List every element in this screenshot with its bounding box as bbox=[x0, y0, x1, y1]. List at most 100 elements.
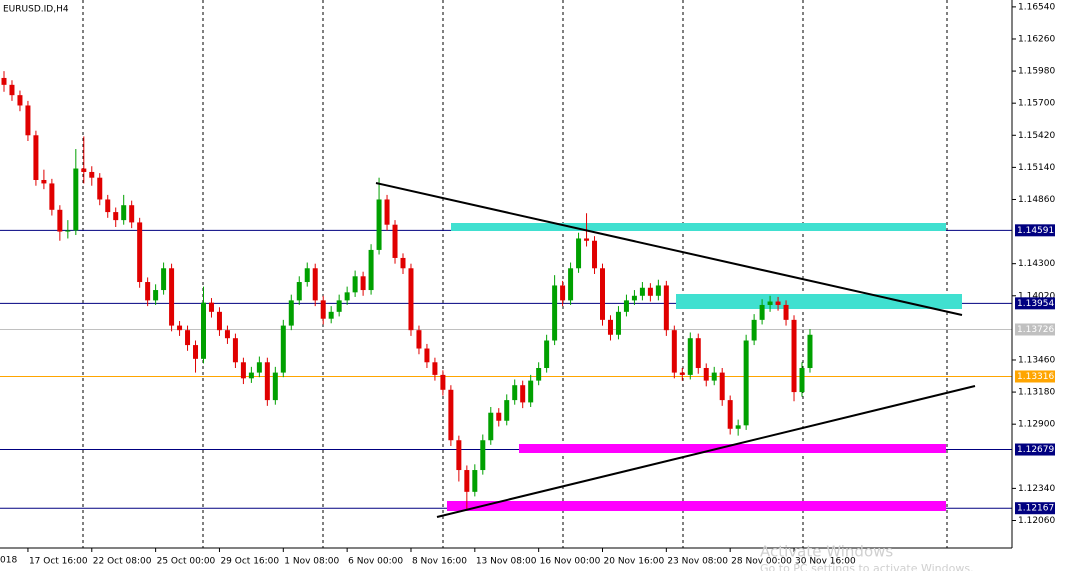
zone bbox=[519, 444, 946, 453]
candle-body bbox=[216, 311, 222, 331]
candle-body bbox=[799, 368, 805, 393]
candle-body bbox=[783, 304, 789, 320]
zone bbox=[451, 223, 946, 231]
candle-body bbox=[544, 340, 550, 369]
y-tick-label: 1.16540 bbox=[1018, 2, 1055, 12]
candle-body bbox=[352, 276, 358, 293]
watermark: Activate Windows bbox=[760, 543, 893, 561]
candle-body bbox=[288, 300, 294, 326]
candle-body bbox=[248, 372, 254, 379]
candle-body bbox=[695, 338, 701, 369]
candle-body bbox=[392, 224, 398, 258]
candle-body bbox=[137, 222, 143, 283]
candle-body bbox=[256, 362, 262, 373]
level-label: 1.13316 bbox=[1017, 372, 1054, 382]
candle-body bbox=[105, 199, 111, 213]
candle-body bbox=[560, 285, 566, 301]
candle-body bbox=[496, 412, 502, 421]
level-label: 1.13726 bbox=[1017, 325, 1054, 335]
y-tick-label: 1.16260 bbox=[1018, 34, 1055, 44]
candle-body bbox=[647, 287, 653, 296]
y-tick-label: 1.14020 bbox=[1018, 291, 1055, 301]
y-tick-label: 1.15140 bbox=[1018, 163, 1055, 173]
candle-body bbox=[759, 304, 765, 320]
candle-body bbox=[416, 330, 422, 349]
candle-body bbox=[472, 470, 478, 492]
candle-body bbox=[440, 374, 446, 390]
level-label: 1.14591 bbox=[1017, 226, 1054, 236]
x-tick-label: 28 Nov 00:00 bbox=[731, 557, 792, 567]
candle-body bbox=[727, 400, 733, 429]
candle-body bbox=[615, 311, 621, 335]
y-tick-label: 1.15420 bbox=[1018, 131, 1055, 141]
candle-body bbox=[631, 295, 637, 301]
candle-body bbox=[384, 199, 390, 225]
candle-body bbox=[81, 168, 87, 172]
candle-body bbox=[639, 287, 645, 296]
candle-body bbox=[671, 330, 677, 373]
x-tick-label: 13 Nov 08:00 bbox=[476, 557, 537, 567]
x-tick-label: 25 Oct 00:00 bbox=[157, 557, 216, 567]
candle-body bbox=[1, 77, 7, 85]
candle-body bbox=[400, 257, 406, 269]
candle-body bbox=[592, 240, 598, 269]
watermark: Go to PC settings to activate Windows. bbox=[760, 562, 974, 571]
candles bbox=[1, 71, 813, 511]
candle-body bbox=[767, 301, 773, 305]
x-tick-label: 23 Nov 08:00 bbox=[667, 557, 728, 567]
candle-body bbox=[320, 300, 326, 319]
x-tick-label: 16 Nov 00:00 bbox=[540, 557, 601, 567]
y-tick-label: 1.13180 bbox=[1018, 388, 1055, 398]
candle-body bbox=[408, 268, 414, 331]
candle-body bbox=[807, 334, 813, 369]
candle-body bbox=[25, 105, 31, 136]
candle-body bbox=[488, 412, 494, 441]
x-tick-label: 20 Nov 16:00 bbox=[604, 557, 665, 567]
x-tick-label: 22 Oct 08:00 bbox=[93, 557, 152, 567]
candle-body bbox=[448, 389, 454, 441]
y-tick-label: 1.12900 bbox=[1018, 420, 1055, 430]
trend-line bbox=[375, 182, 963, 316]
candle-body bbox=[600, 268, 605, 320]
candle-body bbox=[504, 400, 510, 421]
zone bbox=[676, 294, 962, 309]
candle-body bbox=[719, 372, 725, 401]
zones bbox=[447, 223, 962, 511]
candle-body bbox=[368, 249, 374, 291]
candle-body bbox=[568, 268, 574, 301]
candle-body bbox=[456, 440, 462, 471]
x-tick-label: 8 Nov 16:00 bbox=[412, 557, 467, 567]
chart-title: EURUSD.ID,H4 bbox=[3, 5, 69, 15]
y-tick-label: 1.15980 bbox=[1018, 67, 1055, 77]
candle-body bbox=[791, 319, 797, 393]
candle-body bbox=[17, 95, 23, 106]
candle-body bbox=[33, 135, 39, 180]
candle-body bbox=[711, 372, 717, 381]
y-tick-label: 1.14860 bbox=[1018, 195, 1055, 205]
x-tick-label: 29 Oct 16:00 bbox=[220, 557, 279, 567]
x-tick-label: 17 Oct 16:00 bbox=[29, 557, 88, 567]
level-label-box bbox=[1015, 297, 1055, 310]
candle-body bbox=[193, 345, 199, 359]
candle-body bbox=[185, 330, 191, 346]
candle-body bbox=[464, 470, 470, 492]
candle-body bbox=[312, 268, 318, 301]
candle-body bbox=[49, 183, 55, 210]
candle-body bbox=[520, 385, 526, 403]
candle-body bbox=[145, 282, 151, 301]
candle-body bbox=[232, 338, 238, 363]
candle-body bbox=[344, 292, 350, 301]
candle-body bbox=[153, 290, 159, 301]
candle-body bbox=[480, 440, 486, 471]
level-label: 1.12679 bbox=[1017, 445, 1054, 455]
trend-lines bbox=[375, 182, 976, 518]
candle-body bbox=[65, 230, 71, 232]
y-tick-label: 1.12340 bbox=[1018, 484, 1055, 494]
candle-body bbox=[240, 362, 246, 379]
zone bbox=[447, 501, 946, 511]
candle-body bbox=[296, 282, 302, 301]
candle-body bbox=[9, 84, 15, 96]
candle-body bbox=[208, 302, 214, 312]
candle-body bbox=[113, 212, 119, 221]
